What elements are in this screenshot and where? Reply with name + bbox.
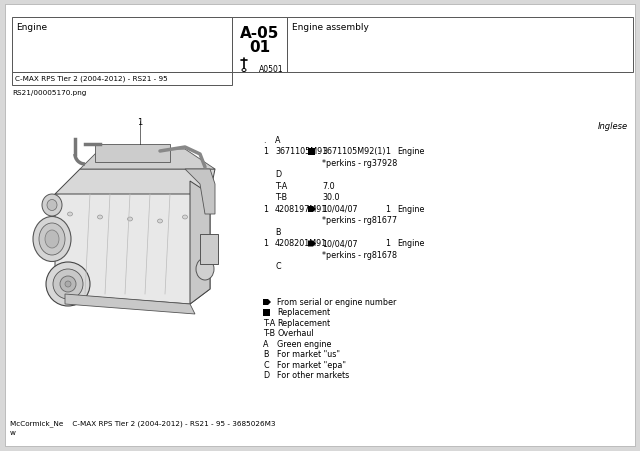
Text: C: C [275,262,280,271]
Text: 3671105M91: 3671105M91 [275,147,327,156]
Text: Engine: Engine [397,205,424,213]
Text: Engine: Engine [397,147,424,156]
Ellipse shape [39,224,65,255]
Ellipse shape [46,262,90,306]
Text: D: D [275,170,281,179]
Text: 1: 1 [385,205,390,213]
Text: T-B: T-B [275,193,287,202]
Text: 30.0: 30.0 [322,193,339,202]
Ellipse shape [97,216,102,220]
Polygon shape [263,299,271,305]
Text: 4208201M91: 4208201M91 [275,239,327,248]
Bar [287,18,633,73]
Text: 1: 1 [385,147,390,156]
Text: 10/04/07: 10/04/07 [322,239,358,248]
Ellipse shape [53,269,83,299]
Ellipse shape [45,230,59,249]
Text: w: w [10,429,16,435]
Ellipse shape [47,200,57,211]
Text: A: A [263,339,269,348]
Bar [12,73,232,86]
Polygon shape [308,241,316,247]
Text: Engine: Engine [16,23,47,32]
Ellipse shape [67,212,72,216]
Ellipse shape [60,276,76,292]
Ellipse shape [182,216,188,220]
Text: Inglese: Inglese [598,122,628,131]
Text: 10/04/07: 10/04/07 [322,205,358,213]
Text: 1: 1 [263,147,268,156]
Polygon shape [80,150,215,170]
Text: A: A [275,136,280,145]
Polygon shape [190,182,210,304]
Text: C: C [263,360,269,369]
Bar [308,149,314,155]
Text: *perkins - rg81678: *perkins - rg81678 [322,250,397,259]
Text: B: B [263,350,269,359]
Text: T-A: T-A [275,182,287,191]
Text: D: D [263,371,269,380]
Text: 1: 1 [263,239,268,248]
Ellipse shape [127,217,132,221]
Text: For market "us": For market "us" [277,350,340,359]
Text: 1: 1 [385,239,390,248]
Text: 01: 01 [249,40,270,55]
Text: B: B [275,227,280,236]
Text: A-05: A-05 [240,26,279,41]
Text: Overhaul: Overhaul [277,329,314,338]
Polygon shape [55,182,210,304]
Text: From serial or engine number: From serial or engine number [277,297,396,306]
Text: Replacement: Replacement [277,318,330,327]
Polygon shape [55,170,215,194]
Text: 4208197M91: 4208197M91 [275,205,328,213]
Bar [95,145,170,163]
Text: T-B: T-B [263,329,275,338]
Ellipse shape [33,217,71,262]
Text: *perkins - rg37928: *perkins - rg37928 [322,159,397,168]
Bar [232,18,287,73]
Ellipse shape [42,194,62,216]
Text: Green engine: Green engine [277,339,332,348]
Text: For other markets: For other markets [277,371,349,380]
Text: A0501: A0501 [259,65,284,74]
Text: 3671105M92(1): 3671105M92(1) [322,147,385,156]
Text: C-MAX RPS Tier 2 (2004-2012) - RS21 - 95: C-MAX RPS Tier 2 (2004-2012) - RS21 - 95 [15,76,168,82]
Text: 1: 1 [263,205,268,213]
Text: McCormick_Ne    C-MAX RPS Tier 2 (2004-2012) - RS21 - 95 - 3685026M3: McCormick_Ne C-MAX RPS Tier 2 (2004-2012… [10,419,275,426]
Bar [200,235,218,264]
Text: For market "epa": For market "epa" [277,360,346,369]
Text: Engine assembly: Engine assembly [292,23,369,32]
Polygon shape [65,295,195,314]
Text: 7.0: 7.0 [322,182,335,191]
Text: 1: 1 [138,118,143,127]
Ellipse shape [196,258,214,281]
Bar [263,309,269,316]
Polygon shape [308,207,316,212]
Ellipse shape [242,69,246,72]
Text: Engine: Engine [397,239,424,248]
Text: RS21/00005170.png: RS21/00005170.png [12,90,86,96]
Text: Replacement: Replacement [277,308,330,317]
Ellipse shape [157,220,163,224]
Ellipse shape [65,281,71,287]
Text: *perkins - rg81677: *perkins - rg81677 [322,216,397,225]
Text: T-A: T-A [263,318,275,327]
Text: .: . [263,136,266,145]
Polygon shape [185,170,215,215]
Bar [12,18,232,73]
